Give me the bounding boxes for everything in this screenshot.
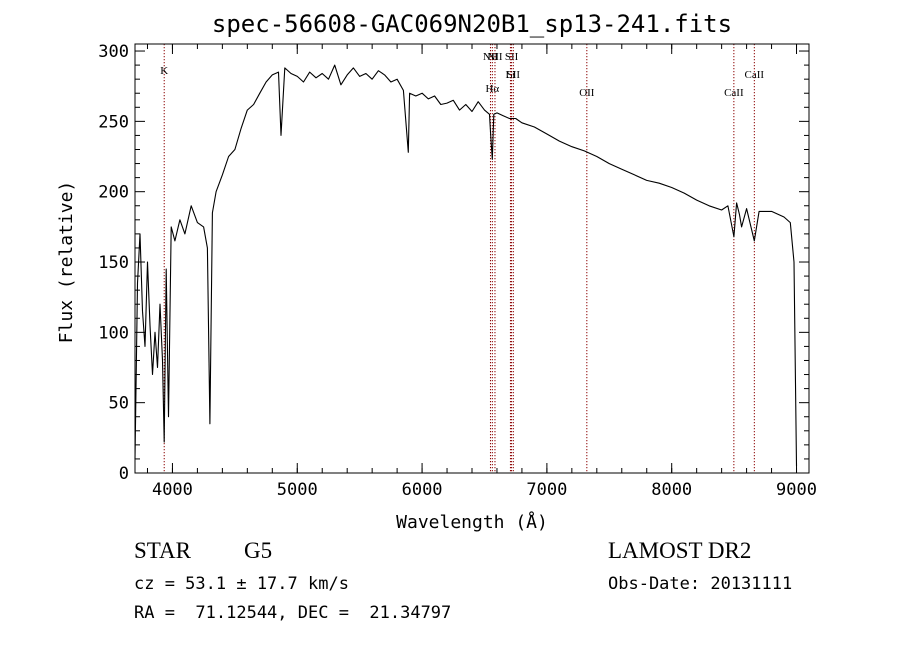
- x-tick-label: 4000: [152, 480, 193, 500]
- chart-title: spec-56608-GAC069N20B1_sp13-241.fits: [212, 10, 732, 38]
- object-subclass: G5: [244, 538, 273, 563]
- x-tick-label: 9000: [776, 480, 817, 500]
- spectral-line-label: Hα: [485, 83, 499, 95]
- y-tick-label: 200: [98, 183, 129, 203]
- survey-name: LAMOST DR2: [608, 538, 752, 563]
- x-tick-label: 7000: [526, 480, 567, 500]
- spectral-line-label: CaII: [724, 87, 744, 99]
- spectral-line-label: NII: [487, 51, 503, 63]
- plot-frame: [134, 43, 810, 474]
- x-tick-label: 5000: [277, 480, 318, 500]
- plot-axes: 4000 5000 6000 7000 8000 9000 0 50 100 150 200 250 3…: [98, 42, 817, 500]
- spectral-line-label: OII: [579, 87, 595, 99]
- sky-coordinates: RA = 71.12544, DEC = 21.34797: [134, 603, 452, 623]
- y-tick-label: 50: [109, 394, 129, 414]
- y-tick-label: 100: [98, 323, 129, 343]
- y-axis-label: Flux (relative): [56, 181, 77, 344]
- spectrum-series-line: [134, 64, 798, 467]
- y-tick-label: 250: [98, 112, 129, 132]
- spectral-line-label: K: [160, 65, 168, 77]
- observation-date: Obs-Date: 20131111: [608, 574, 793, 594]
- spectral-line-label: Li: [506, 69, 516, 81]
- object-class: STAR: [134, 538, 191, 563]
- x-axis-label: Wavelength (Å): [396, 511, 548, 533]
- x-tick-label: 6000: [402, 480, 443, 500]
- y-tick-label: 300: [98, 42, 129, 62]
- spectral-line-label: SII: [505, 51, 519, 63]
- redshift-velocity: cz = 53.1 ± 17.7 km/s: [134, 574, 349, 594]
- y-tick-label: 150: [98, 253, 129, 273]
- spectral-line-label: CaII: [745, 69, 765, 81]
- y-tick-label: 0: [119, 464, 129, 484]
- x-tick-label: 8000: [651, 480, 692, 500]
- spectrum-line-layer: [134, 64, 798, 467]
